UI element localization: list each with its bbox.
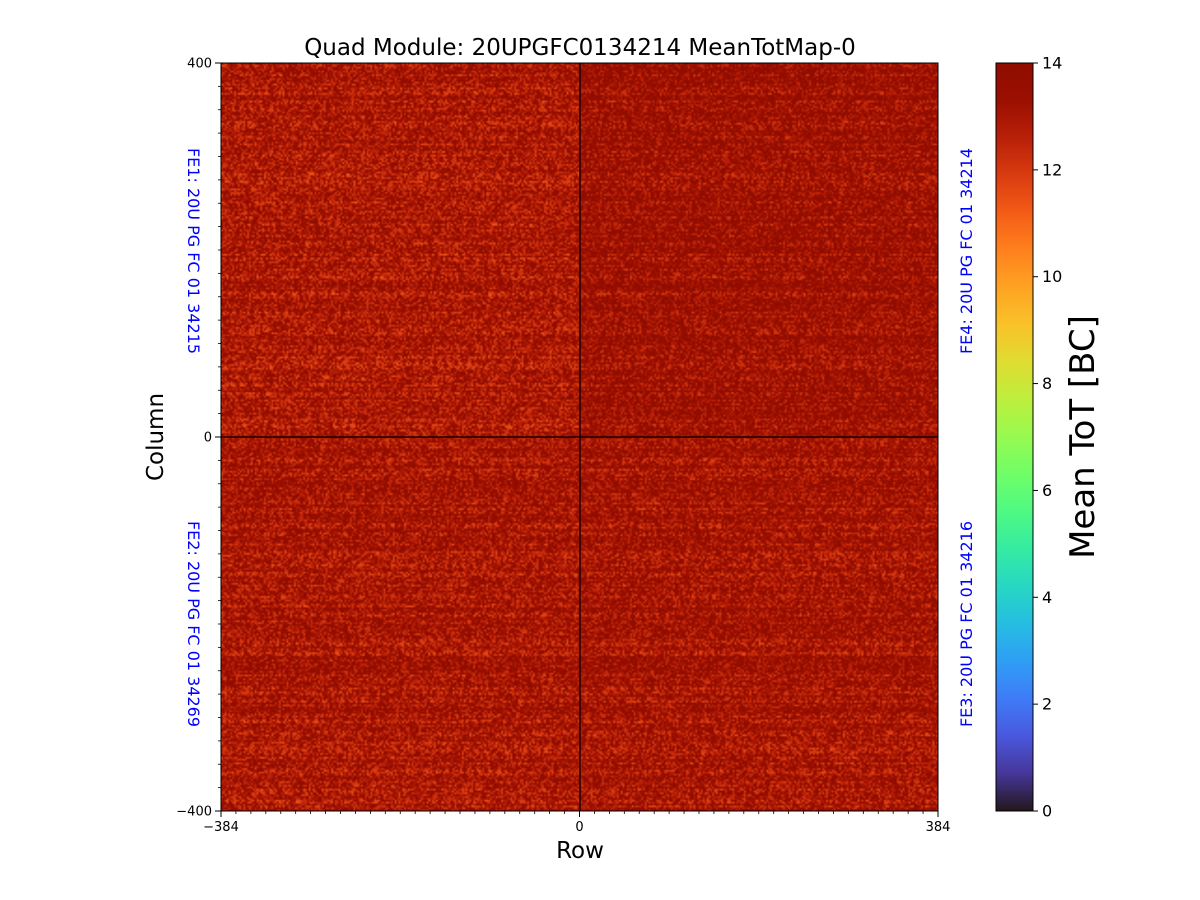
x-axis: −384 0 384 [203,811,950,835]
colorbar-tick-label: 0 [1042,802,1052,821]
y-tick-label: 400 [187,57,212,72]
colorbar-tick-label: 14 [1042,54,1062,73]
colorbar-tick-label: 2 [1042,695,1052,714]
colorbar-tick-label: 10 [1042,267,1062,286]
colorbar-tick-label: 6 [1042,481,1052,500]
chip-label-fe2: FE2: 20U PG FC 01 34269 [184,521,203,727]
colorbar-tick-label: 4 [1042,588,1052,607]
y-axis-label: Column [143,393,169,481]
y-tick-label: 0 [204,431,212,446]
colorbar: 0 2 4 6 8 10 12 14 Mean ToT [BC] [995,54,1103,821]
chip-label-fe1: FE1: 20U PG FC 01 34215 [184,148,203,354]
colorbar-label: Mean ToT [BC] [1063,315,1103,559]
x-tick-label: 0 [575,820,583,835]
colorbar-tick-label: 8 [1042,374,1052,393]
colorbar-frame [995,62,1034,812]
colorbar-tick-label: 12 [1042,160,1062,179]
colorbar-ticks: 0 2 4 6 8 10 12 14 [1033,54,1062,821]
x-tick-label: 384 [926,820,951,835]
chip-label-fe4: FE4: 20U PG FC 01 34214 [957,148,976,354]
chip-label-fe3: FE3: 20U PG FC 01 34216 [957,521,976,727]
colorbar-gradient [996,63,1033,811]
y-tick-label: −400 [176,805,212,820]
x-axis-label: Row [556,838,604,864]
x-tick-label: −384 [203,820,239,835]
chart-title: Quad Module: 20UPGFC0134214 MeanTotMap-0 [304,35,856,61]
y-axis: 400 0 −400 [176,57,221,820]
